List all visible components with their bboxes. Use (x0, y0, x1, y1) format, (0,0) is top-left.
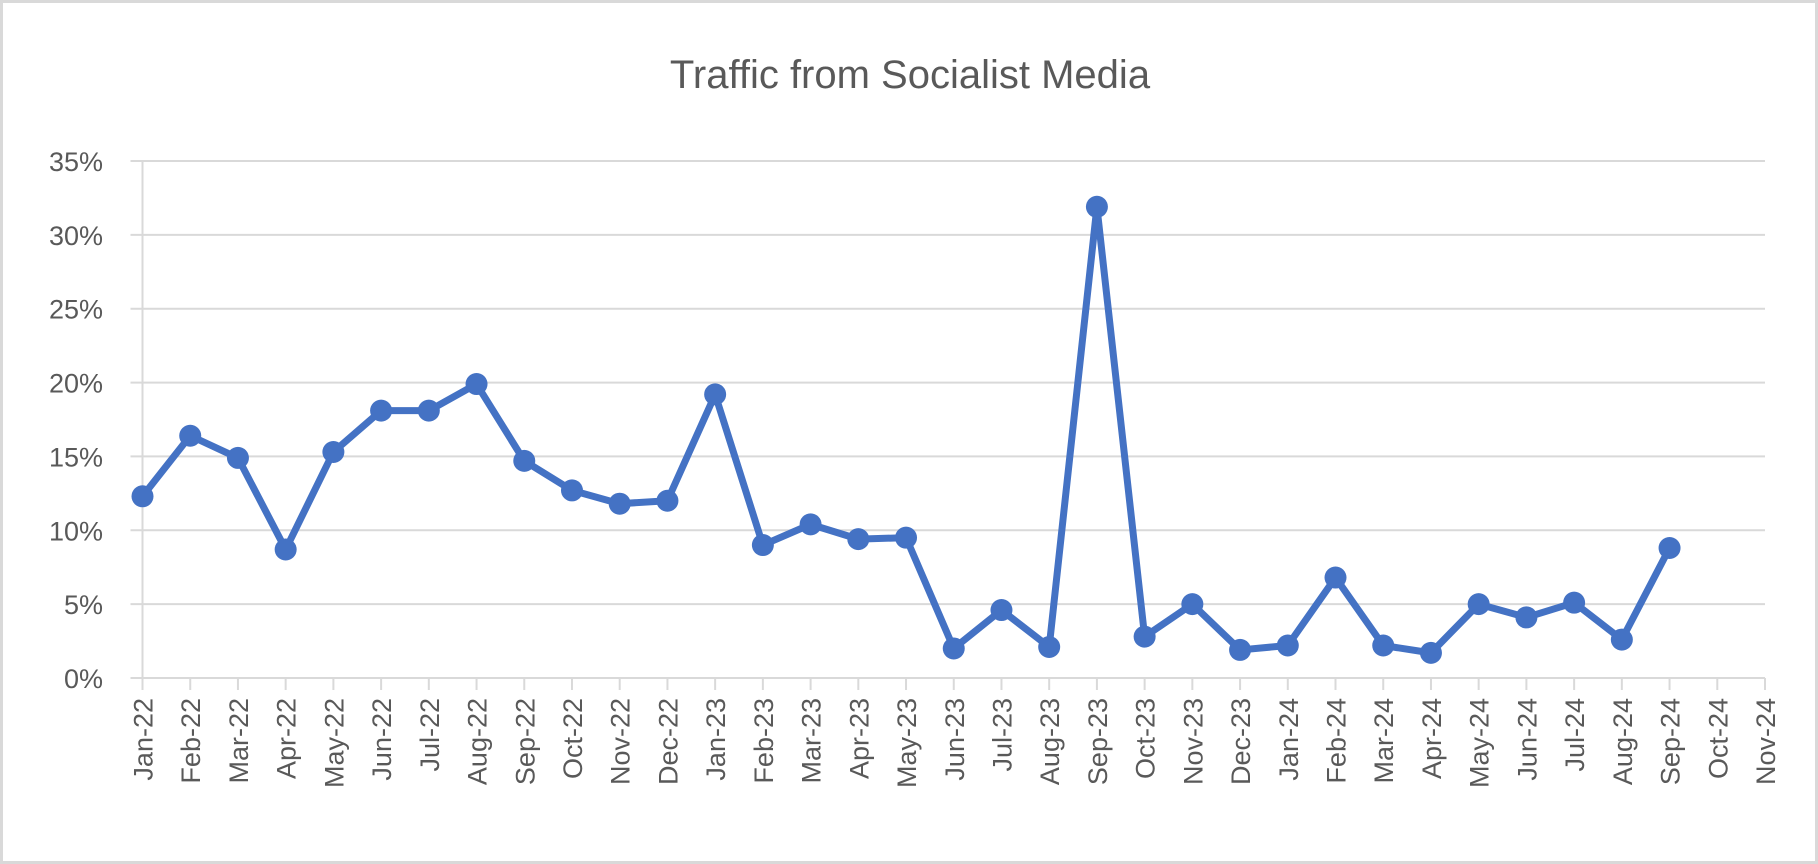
x-tick-label: Dec-22 (653, 698, 683, 785)
data-point (1658, 537, 1681, 560)
x-tick-label: Mar-23 (797, 698, 827, 784)
x-tick-label: May-23 (892, 698, 922, 788)
data-point (1276, 634, 1299, 657)
data-point (751, 534, 774, 557)
series-path (139, 203, 1673, 657)
data-point (1085, 195, 1108, 218)
data-point (799, 513, 822, 536)
x-tick-label: Oct-24 (1703, 698, 1733, 779)
data-point (1133, 625, 1156, 648)
series-line (131, 195, 1681, 664)
data-point (1419, 641, 1442, 664)
y-tick-label: 5% (64, 590, 103, 620)
x-tick-label: Jul-24 (1560, 698, 1590, 772)
chart-title: Traffic from Socialist Media (670, 53, 1151, 97)
data-point (1324, 566, 1347, 589)
data-point (608, 492, 631, 515)
y-tick-label: 35% (49, 147, 103, 177)
data-point (1610, 628, 1633, 651)
x-tick-label: Apr-22 (272, 698, 302, 779)
gridlines (130, 160, 1765, 679)
x-tick-label: May-22 (319, 698, 349, 788)
data-point (370, 399, 393, 422)
x-tick-label: Jun-23 (940, 698, 970, 781)
x-tick-label: Mar-24 (1369, 698, 1399, 784)
data-point (560, 479, 583, 502)
data-point (1515, 606, 1538, 629)
x-tick-label: Feb-22 (176, 698, 206, 784)
data-point (226, 446, 249, 469)
data-point (179, 424, 202, 447)
y-tick-label: 10% (49, 516, 103, 546)
x-tick-label: Jan-24 (1274, 698, 1304, 781)
x-tick-label: Dec-23 (1226, 698, 1256, 785)
data-point (1038, 635, 1061, 658)
data-point (990, 599, 1013, 622)
x-tick-label: Oct-22 (558, 698, 588, 779)
y-axis-ticks: 0% 5% 10% 15% 20% 25% 30% 35% (49, 147, 103, 694)
data-point (656, 489, 679, 512)
x-tick-label: Aug-24 (1608, 698, 1638, 785)
data-point (704, 383, 727, 406)
x-tick-label: Apr-24 (1417, 698, 1447, 779)
y-tick-label: 30% (49, 221, 103, 251)
x-tick-label: Mar-22 (224, 698, 254, 784)
x-tick-label: May-24 (1465, 698, 1495, 788)
y-tick-label: 0% (64, 664, 103, 694)
data-point (1181, 593, 1204, 616)
x-axis: Jan-22 Feb-22 Mar-22 Apr-22 May-22 Jun-22 Jul-… (129, 161, 1781, 788)
x-tick-label: Jun-24 (1512, 698, 1542, 781)
x-tick-label: Jan-23 (701, 698, 731, 781)
data-point (1229, 638, 1252, 661)
x-tick-label: Jul-23 (987, 698, 1017, 772)
x-tick-label: Nov-23 (1178, 698, 1208, 785)
data-point (942, 637, 965, 660)
y-tick-label: 25% (49, 295, 103, 325)
x-tick-label: Sep-23 (1083, 698, 1113, 785)
x-tick-label: Nov-24 (1751, 698, 1781, 785)
y-tick-label: 20% (49, 369, 103, 399)
x-tick-label: Feb-23 (749, 698, 779, 784)
x-tick-label: Aug-22 (463, 698, 493, 785)
data-point (465, 373, 488, 396)
x-tick-label: Jun-22 (367, 698, 397, 781)
x-tick-label: Oct-23 (1131, 698, 1161, 779)
x-tick-label: Sep-22 (510, 698, 540, 785)
data-point (417, 399, 440, 422)
data-point (131, 485, 154, 508)
data-point (274, 538, 297, 561)
data-point (847, 528, 870, 551)
x-tick-label: Sep-24 (1656, 698, 1686, 785)
x-tick-label: Apr-23 (844, 698, 874, 779)
data-point (1467, 593, 1490, 616)
data-point (513, 449, 536, 472)
x-tick-label: Aug-23 (1035, 698, 1065, 785)
data-point (322, 440, 345, 463)
data-point (895, 526, 918, 549)
x-tick-label: Nov-22 (606, 698, 636, 785)
x-tick-label: Jul-22 (415, 698, 445, 772)
data-point (1372, 634, 1395, 657)
data-point (1563, 591, 1586, 614)
y-tick-label: 15% (49, 442, 103, 472)
x-tick-label: Feb-24 (1322, 698, 1352, 784)
x-tick-label: Jan-22 (129, 698, 159, 781)
